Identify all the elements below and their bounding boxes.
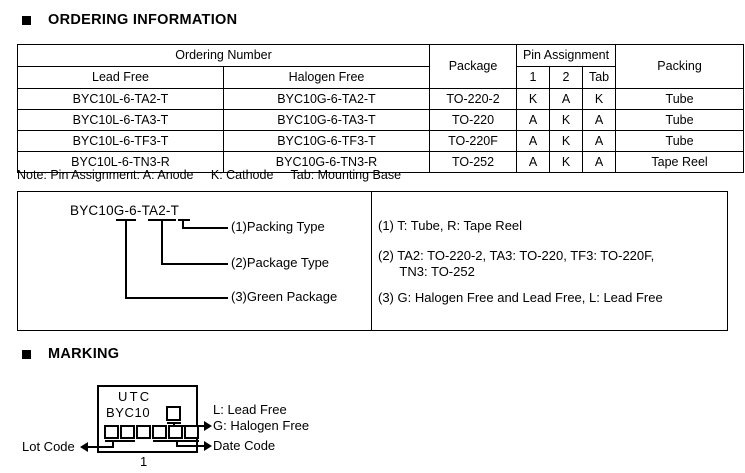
marking-text-utc: UTC — [118, 389, 152, 404]
cell-package: TO-220-2 — [429, 88, 518, 110]
cell-halogen-free: BYC10G-6-TN3-R — [222, 151, 431, 173]
cell-tab: A — [582, 151, 617, 173]
cell-halogen-free: BYC10G-6-TA2-T — [222, 88, 431, 110]
table-header-tab: Tab — [582, 66, 617, 89]
ordering-information-table: Ordering Number Package Pin Assignment P… — [16, 44, 745, 173]
callout-label-package-type: (2)Package Type — [231, 255, 330, 270]
callout-label-packing-type: (1)Packing Type — [231, 219, 325, 234]
marking-label-lot-code: Lot Code — [22, 439, 75, 454]
breakdown-vertical-divider — [371, 192, 372, 330]
table-header-pin-1: 1 — [516, 66, 551, 89]
cell-lead-free: BYC10L-6-TN3-R — [17, 151, 224, 173]
leader-line-packing-vertical — [182, 219, 184, 229]
marking-pin-1-label: 1 — [140, 454, 148, 469]
cell-pin-2: K — [549, 109, 584, 131]
table-row: BYC10L-6-TF3-T BYC10G-6-TF3-T TO-220F A … — [17, 130, 745, 152]
lot-code-arrow-line — [88, 446, 114, 448]
marking-text-byc10: BYC10 — [106, 405, 151, 420]
callout-label-green-package: (3)Green Package — [231, 289, 338, 304]
page-title-marking: MARKING — [48, 346, 120, 362]
table-header-pin-assignment: Pin Assignment — [516, 44, 617, 67]
halogen-arrow-line — [173, 425, 205, 427]
cell-tab: K — [582, 88, 617, 110]
cell-package: TO-220F — [429, 130, 518, 152]
cell-tab: A — [582, 109, 617, 131]
leader-tick-packing — [178, 219, 190, 221]
cell-pin-1: A — [516, 151, 551, 173]
cell-packing: Tube — [615, 109, 745, 131]
marking-package-outline — [97, 385, 198, 453]
halogen-arrow-vertical — [173, 422, 175, 427]
marking-label-halogen-free: G: Halogen Free — [213, 418, 310, 433]
cell-package: TO-220 — [429, 109, 518, 131]
marking-underline-lot-code — [105, 440, 135, 442]
marking-glyph-code-5 — [168, 425, 183, 439]
part-number-breakdown-box — [17, 191, 728, 331]
table-header-pin-2: 2 — [549, 66, 584, 89]
leader-line-packing-horizontal — [182, 227, 228, 229]
page-title-ordering-information: ORDERING INFORMATION — [48, 12, 238, 28]
filled-square-bullet-icon — [22, 349, 31, 359]
marking-glyph-code-6 — [184, 425, 199, 439]
cell-lead-free: BYC10L-6-TA3-T — [17, 109, 224, 131]
table-row: BYC10L-6-TA3-T BYC10G-6-TA3-T TO-220 A K… — [17, 109, 745, 131]
leader-line-green-horizontal — [125, 297, 228, 299]
cell-tab: A — [582, 130, 617, 152]
cell-pin-2: K — [549, 151, 584, 173]
leader-line-package-vertical — [161, 219, 163, 265]
legend-item-package-type: (2) TA2: TO-220-2, TA3: TO-220, TF3: TO-… — [378, 248, 655, 279]
breakdown-part-number: BYC10G-6-TA2-T — [70, 203, 180, 218]
table-row: BYC10L-6-TN3-R BYC10G-6-TN3-R TO-252 A K… — [17, 151, 745, 173]
legend-item-packing-type: (1) T: Tube, R: Tape Reel — [378, 218, 523, 233]
filled-square-bullet-icon — [22, 15, 31, 25]
lot-code-arrow-head-icon — [80, 442, 88, 452]
table-header-packing: Packing — [615, 44, 745, 89]
cell-packing: Tube — [615, 130, 745, 152]
date-code-arrow-vertical — [176, 440, 178, 447]
legend-item-green-package: (3) G: Halogen Free and Lead Free, L: Le… — [378, 290, 663, 305]
pin-assignment-note: Note: Pin Assignment: A: Anode K: Cathod… — [17, 168, 402, 182]
table-row: BYC10L-6-TA2-T BYC10G-6-TA2-T TO-220-2 K… — [17, 88, 745, 110]
cell-halogen-free: BYC10G-6-TF3-T — [222, 130, 431, 152]
cell-pin-1: K — [516, 88, 551, 110]
marking-glyph-code-2 — [120, 425, 135, 439]
cell-package: TO-252 — [429, 151, 518, 173]
cell-pin-2: A — [549, 88, 584, 110]
date-code-arrow-head-icon — [204, 441, 212, 451]
table-header-row-top: Ordering Number Package Pin Assignment P… — [16, 44, 745, 89]
cell-pin-1: A — [516, 130, 551, 152]
marking-glyph-green-code — [166, 406, 181, 421]
cell-packing: Tape Reel — [615, 151, 745, 173]
cell-pin-1: A — [516, 109, 551, 131]
section-heading-marking: MARKING — [22, 346, 119, 362]
marking-glyph-code-1 — [104, 425, 119, 439]
leader-line-package-horizontal — [161, 263, 228, 265]
cell-lead-free: BYC10L-6-TF3-T — [17, 130, 224, 152]
table-header-halogen-free: Halogen Free — [222, 66, 431, 89]
cell-pin-2: K — [549, 130, 584, 152]
leader-line-green-vertical — [125, 219, 127, 299]
marking-label-lead-free: L: Lead Free — [213, 402, 287, 417]
lot-code-arrow-horizontal — [112, 441, 114, 448]
table-header-lead-free: Lead Free — [17, 66, 224, 89]
cell-lead-free: BYC10L-6-TA2-T — [17, 88, 224, 110]
marking-label-date-code: Date Code — [213, 438, 276, 453]
cell-halogen-free: BYC10G-6-TA3-T — [222, 109, 431, 131]
marking-glyph-code-4 — [152, 425, 167, 439]
date-code-arrow-line — [176, 445, 205, 447]
cell-packing: Tube — [615, 88, 745, 110]
section-heading-ordering-information: ORDERING INFORMATION — [22, 12, 237, 28]
halogen-arrow-head-icon — [204, 421, 212, 431]
table-header-package: Package — [429, 44, 518, 89]
marking-glyph-code-3 — [136, 425, 151, 439]
table-header-ordering-number: Ordering Number — [16, 44, 431, 67]
